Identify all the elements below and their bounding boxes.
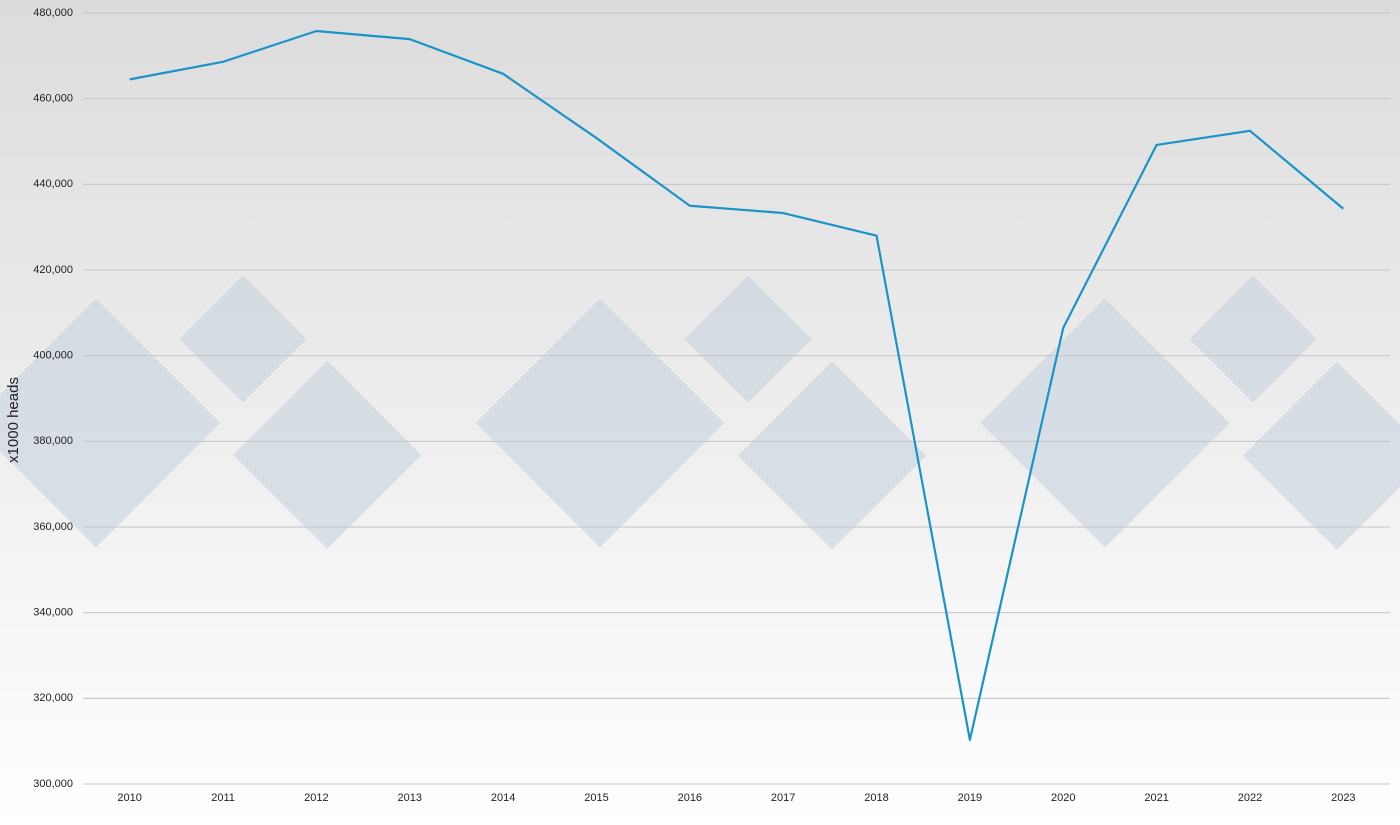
x-tick-label: 2017	[771, 792, 795, 804]
x-tick-label: 2020	[1051, 792, 1075, 804]
x-tick-label: 2022	[1238, 792, 1262, 804]
x-tick-label: 2015	[584, 792, 608, 804]
x-tick-label: 2012	[304, 792, 328, 804]
x-tick-label: 2023	[1331, 792, 1355, 804]
y-tick-label: 420,000	[33, 264, 73, 276]
x-tick-label: 2018	[864, 792, 888, 804]
x-tick-label: 2013	[398, 792, 422, 804]
x-tick-label: 2019	[958, 792, 982, 804]
x-tick-label: 2021	[1144, 792, 1168, 804]
y-tick-label: 440,000	[33, 178, 73, 190]
y-tick-label: 400,000	[33, 350, 73, 362]
x-tick-label: 2016	[678, 792, 702, 804]
x-tick-label: 2014	[491, 792, 515, 804]
y-tick-label: 340,000	[33, 607, 73, 619]
y-tick-label: 460,000	[33, 93, 73, 105]
y-tick-label: 480,000	[33, 7, 73, 19]
y-tick-label: 300,000	[33, 778, 73, 790]
x-tick-label: 2011	[211, 792, 235, 804]
y-tick-label: 380,000	[33, 435, 73, 447]
y-tick-label: 360,000	[33, 521, 73, 533]
y-tick-label: 320,000	[33, 692, 73, 704]
y-axis-label: x1000 heads	[5, 377, 22, 463]
data-line	[129, 29, 1345, 741]
x-tick-label: 2010	[117, 792, 141, 804]
